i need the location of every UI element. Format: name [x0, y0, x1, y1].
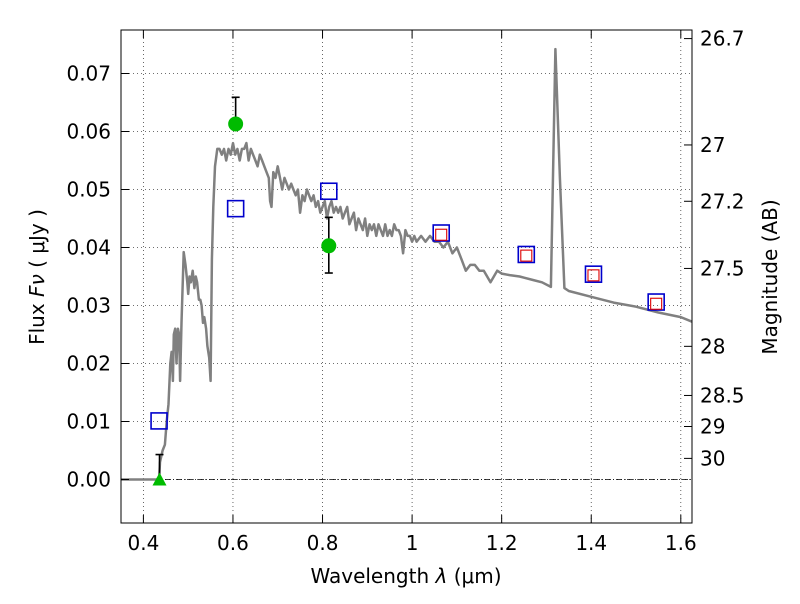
- x-tick-label: 1.2: [486, 531, 518, 555]
- y-tick-label: 0.02: [66, 352, 111, 376]
- right-axis-label: Magnitude (AB): [758, 199, 782, 354]
- x-tick-label: 1.6: [665, 531, 697, 555]
- magnitude-tick-label: 26.7: [700, 27, 745, 51]
- magnitude-tick-label: 28.5: [700, 383, 745, 407]
- observed-square-marker: [520, 249, 533, 262]
- magnitude-tick-label: 29: [700, 414, 725, 438]
- upper-limit-triangle-marker: [152, 472, 167, 486]
- model-square-marker: [517, 245, 536, 264]
- model-square-marker: [647, 293, 665, 311]
- observed-square-marker: [587, 269, 600, 282]
- model-square-marker: [432, 224, 451, 242]
- plot-frame: [120, 29, 693, 524]
- y-tick-label: 0.00: [66, 468, 111, 492]
- y-tick-label: 0.03: [66, 294, 111, 318]
- y-axis-label-text: Flux: [25, 303, 49, 345]
- model-spectrum-line: [121, 47, 693, 481]
- model-square-marker: [150, 412, 168, 430]
- detection-circle-marker: [321, 238, 337, 254]
- x-tick-label: 0.8: [307, 531, 339, 555]
- y-axis-label-symbol: Fν: [25, 274, 49, 297]
- tick-layer: 0.4 0.6 0.8 1 1.2 1.4 1.6 0.00 0.01 0.02 0.03 0.04 0…: [66, 27, 744, 555]
- model-spectrum-layer: [121, 47, 693, 481]
- x-axis-label-unit: (μm): [454, 564, 502, 588]
- x-axis-label-symbol: λ: [435, 564, 448, 588]
- x-tick-label: 0.6: [217, 531, 249, 555]
- y-tick-label: 0.05: [66, 178, 111, 202]
- observed-square-marker: [650, 297, 663, 310]
- x-tick-label: 1.4: [575, 531, 607, 555]
- y-axis-label: Flux Fν ( μJy ): [25, 209, 49, 345]
- magnitude-tick-label: 30: [700, 446, 725, 470]
- x-axis-label: Wavelength λ (μm): [310, 564, 501, 588]
- model-square-marker: [584, 265, 603, 283]
- y-tick-label: 0.06: [66, 120, 111, 144]
- model-square-marker: [226, 199, 245, 218]
- magnitude-tick-label: 27.2: [700, 189, 745, 213]
- model-square-marker: [319, 182, 338, 201]
- magnitude-tick-label: 27.5: [700, 256, 745, 280]
- y-tick-label: 0.04: [66, 236, 111, 260]
- y-axis-label-unit: ( μJy ): [25, 209, 49, 268]
- y-tick-label: 0.07: [66, 62, 111, 86]
- magnitude-tick-label: 27: [700, 133, 725, 157]
- y-tick-label: 0.01: [66, 410, 111, 434]
- photometry-layer: [150, 96, 665, 486]
- x-tick-label: 0.4: [127, 531, 159, 555]
- x-axis-label-text: Wavelength: [310, 564, 429, 588]
- observed-square-marker: [435, 228, 448, 241]
- magnitude-tick-label: 28: [700, 334, 725, 358]
- detection-circle-marker: [228, 116, 244, 132]
- x-tick-label: 1: [406, 531, 419, 555]
